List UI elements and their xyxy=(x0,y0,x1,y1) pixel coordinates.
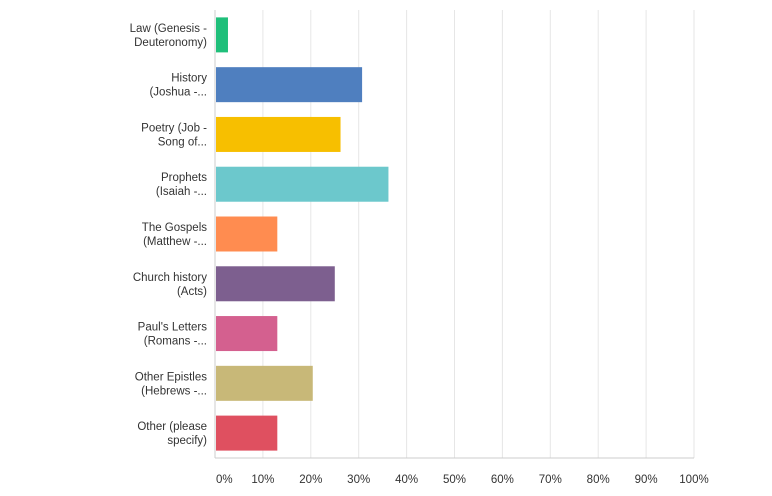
category-label: (Matthew -... xyxy=(143,236,207,248)
category-label: Poetry (Job - xyxy=(141,122,207,134)
x-tick-label: 50% xyxy=(443,474,466,486)
category-label: History xyxy=(171,73,207,85)
x-tick-label: 10% xyxy=(251,474,274,486)
category-label: Prophets xyxy=(161,172,207,184)
bar xyxy=(216,316,278,352)
category-label: specify) xyxy=(167,435,207,447)
x-tick-labels: 0% 10% 20% 30% 40% 50% 60% 70% 80% 90% 100% xyxy=(216,474,709,486)
bar xyxy=(216,116,341,152)
category-label: (Joshua -... xyxy=(149,87,207,99)
x-tick-label: 30% xyxy=(347,474,370,486)
category-label: Church history xyxy=(133,272,207,284)
bar xyxy=(216,415,278,451)
x-tick-label: 0% xyxy=(216,474,233,486)
x-tick-label: 20% xyxy=(299,474,322,486)
bar xyxy=(216,166,389,202)
category-label: Law (Genesis - xyxy=(130,23,208,35)
category-label: (Hebrews -... xyxy=(141,385,207,397)
category-labels: Law (Genesis - Deuteronomy) History (Joshua… xyxy=(130,23,208,447)
x-tick-label: 70% xyxy=(539,474,562,486)
x-tick-label: 60% xyxy=(491,474,514,486)
bar xyxy=(216,17,228,53)
category-label: The Gospels xyxy=(142,222,207,234)
x-tick-label: 40% xyxy=(395,474,418,486)
x-tick-label: 100% xyxy=(679,474,708,486)
bar xyxy=(216,67,363,103)
category-label: (Acts) xyxy=(177,286,207,298)
category-label: (Isaiah -... xyxy=(156,186,207,198)
x-tick-label: 90% xyxy=(635,474,658,486)
x-tick-label: 80% xyxy=(587,474,610,486)
category-label: Paul's Letters xyxy=(138,322,208,334)
category-label: Other Epistles xyxy=(135,371,207,383)
category-label: Song of... xyxy=(158,136,207,148)
category-label: (Romans -... xyxy=(144,336,207,348)
bar xyxy=(216,216,278,252)
category-label: Deuteronomy) xyxy=(134,37,207,49)
category-label: Other (please xyxy=(137,421,207,433)
bar xyxy=(216,266,335,302)
bars xyxy=(216,17,389,451)
bar xyxy=(216,365,313,401)
